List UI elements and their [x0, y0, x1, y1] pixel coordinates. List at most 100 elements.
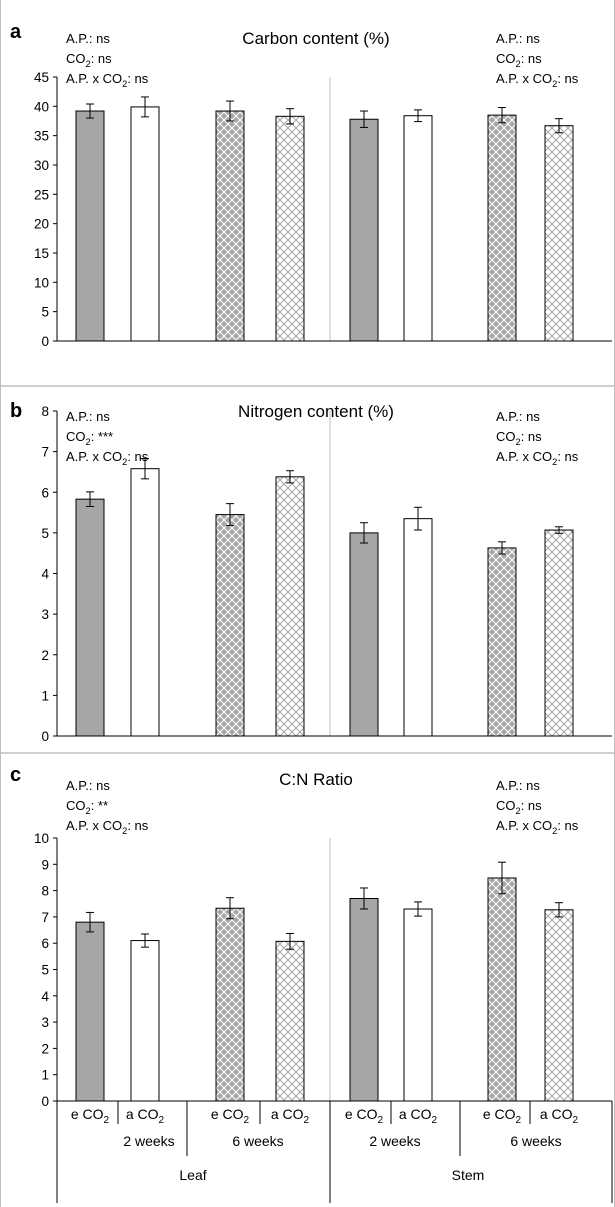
text-part: : ns — [127, 449, 148, 464]
stats-annotation: A.P.: ns — [496, 31, 540, 46]
y-tick-label: 30 — [34, 158, 49, 173]
stats-annotation: A.P. x CO2: ns — [496, 449, 579, 467]
bar — [75, 498, 105, 737]
text-part: a CO — [126, 1106, 159, 1122]
category-axis: e CO2 a CO2 e CO2 a CO2 e CO2 a CO2 e CO2 a CO2… — [56, 1101, 613, 1203]
x-category-label: a CO2 — [271, 1106, 310, 1126]
bar — [275, 476, 305, 737]
text-part: A.P. x CO — [496, 449, 552, 464]
subscript: 2 — [104, 1115, 110, 1126]
y-tick-label: 9 — [41, 857, 49, 872]
text-part: e CO — [71, 1106, 104, 1122]
text-part: : ns — [91, 51, 112, 66]
text-part: A.P.: ns — [66, 778, 110, 793]
subscript: 2 — [86, 59, 91, 69]
y-tick-label: 10 — [34, 831, 49, 846]
y-tick-label: 8 — [41, 884, 49, 899]
bar — [487, 547, 517, 737]
panel-letter: a — [10, 21, 22, 43]
stats-annotation: A.P.: ns — [496, 778, 540, 793]
text-part: : ns — [127, 71, 148, 86]
stats-annotation: CO2: ns — [496, 798, 542, 816]
bar — [130, 940, 160, 1102]
stats-annotation: A.P.: ns — [496, 409, 540, 424]
bar — [544, 909, 574, 1102]
bar — [215, 907, 245, 1102]
text-part: CO — [496, 798, 516, 813]
x-time-label: 6 weeks — [232, 1133, 283, 1149]
x-category-label: a CO2 — [126, 1106, 165, 1126]
text-part: e CO — [345, 1106, 378, 1122]
y-tick-label: 6 — [41, 485, 49, 500]
stats-annotation: A.P. x CO2: ns — [496, 71, 579, 89]
bar — [544, 125, 574, 342]
panel-letter: b — [10, 400, 22, 422]
stats-annotation: CO2: ** — [66, 798, 108, 816]
text-part: CO — [66, 429, 86, 444]
bar — [403, 115, 433, 342]
subscript: 2 — [86, 437, 91, 447]
text-part: : ns — [521, 429, 542, 444]
y-tick-label: 0 — [41, 729, 49, 744]
stats-annotation: A.P. x CO2: ns — [66, 818, 149, 836]
bar — [75, 110, 105, 342]
panel-letter: c — [10, 764, 21, 786]
text-part: A.P. x CO — [66, 818, 122, 833]
y-tick-label: 0 — [41, 334, 49, 349]
y-tick-label: 4 — [41, 989, 49, 1004]
stats-annotation: A.P. x CO2: ns — [66, 449, 149, 467]
y-tick-label: 5 — [41, 305, 49, 320]
bar — [349, 897, 379, 1102]
stats-annotation: CO2: ns — [66, 51, 112, 69]
text-part: CO — [496, 51, 516, 66]
y-tick-label: 1 — [41, 1068, 49, 1083]
y-tick-label: 5 — [41, 526, 49, 541]
bar — [544, 529, 574, 737]
text-part: e CO — [483, 1106, 516, 1122]
bar — [215, 110, 245, 342]
text-part: : ns — [557, 449, 578, 464]
text-part: A.P.: ns — [66, 31, 110, 46]
subscript: 2 — [552, 826, 557, 836]
x-category-label: e CO2 — [345, 1106, 384, 1126]
y-tick-label: 35 — [34, 129, 49, 144]
chart-title: C:N Ratio — [279, 770, 353, 789]
subscript: 2 — [516, 59, 521, 69]
x-category-label: e CO2 — [483, 1106, 522, 1126]
y-tick-label: 7 — [41, 445, 49, 460]
x-organ-label: Stem — [452, 1167, 485, 1183]
subscript: 2 — [122, 457, 127, 467]
subscript: 2 — [378, 1115, 384, 1126]
text-part: A.P. x CO — [66, 449, 122, 464]
subscript: 2 — [516, 437, 521, 447]
subscript: 2 — [516, 806, 521, 816]
y-tick-label: 10 — [34, 275, 49, 290]
bar — [275, 940, 305, 1102]
text-part: A.P. x CO — [66, 71, 122, 86]
text-part: A.P.: ns — [496, 778, 540, 793]
stats-annotation: A.P.: ns — [66, 778, 110, 793]
bar — [215, 514, 245, 737]
y-tick-label: 3 — [41, 1015, 49, 1030]
stats-annotation: A.P. x CO2: ns — [496, 818, 579, 836]
y-tick-label: 40 — [34, 99, 49, 114]
y-tick-label: 6 — [41, 936, 49, 951]
text-part: : ** — [91, 798, 108, 813]
stats-annotation: A.P.: ns — [66, 409, 110, 424]
subscript: 2 — [122, 826, 127, 836]
text-part: a CO — [540, 1106, 573, 1122]
subscript: 2 — [86, 806, 91, 816]
subscript: 2 — [516, 1115, 522, 1126]
bar — [130, 106, 160, 342]
text-part: CO — [496, 429, 516, 444]
y-tick-label: 5 — [41, 963, 49, 978]
y-tick-label: 25 — [34, 187, 49, 202]
y-tick-label: 4 — [41, 567, 49, 582]
y-tick-label: 20 — [34, 217, 49, 232]
subscript: 2 — [432, 1115, 438, 1126]
y-tick-label: 3 — [41, 607, 49, 622]
y-tick-label: 0 — [41, 1094, 49, 1109]
x-time-label: 2 weeks — [369, 1133, 420, 1149]
subscript: 2 — [122, 79, 127, 89]
